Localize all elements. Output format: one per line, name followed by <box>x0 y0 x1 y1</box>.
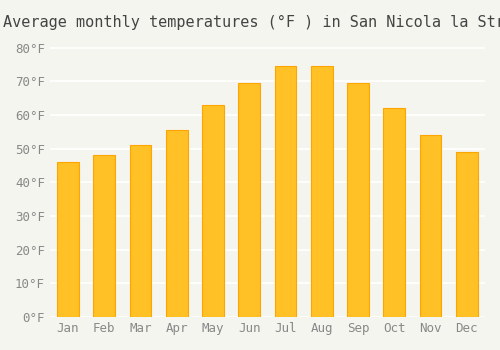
Bar <box>311 66 332 317</box>
Bar <box>130 145 152 317</box>
Bar <box>57 162 79 317</box>
Bar <box>238 83 260 317</box>
Bar <box>202 105 224 317</box>
Bar <box>420 135 442 317</box>
Bar <box>166 130 188 317</box>
Bar <box>347 83 369 317</box>
Title: Average monthly temperatures (°F ) in San Nicola la Strada: Average monthly temperatures (°F ) in Sa… <box>3 15 500 30</box>
Bar <box>456 152 477 317</box>
Bar <box>94 155 115 317</box>
Bar <box>274 66 296 317</box>
Bar <box>384 108 405 317</box>
